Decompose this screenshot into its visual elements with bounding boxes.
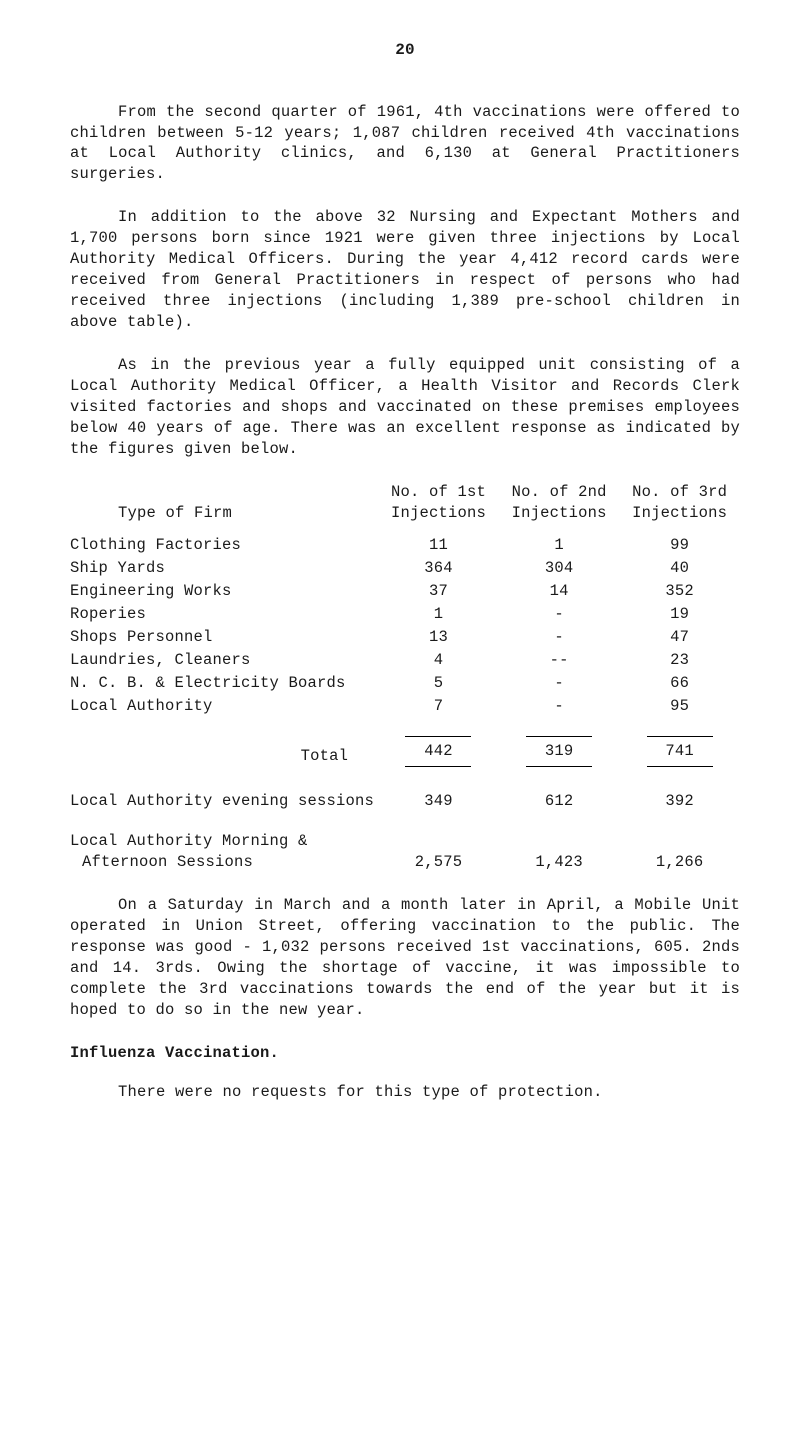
col-header-2: No. of 2ndInjections (499, 481, 620, 534)
cell-n3: 66 (619, 672, 740, 695)
cell-firm: Local Authority (70, 695, 378, 718)
cell-n2: - (499, 603, 620, 626)
cell-n1: 5 (378, 672, 499, 695)
evening-n3: 392 (619, 791, 740, 812)
table-row: Shops Personnel 13 - 47 (70, 626, 740, 649)
cell-n1: 13 (378, 626, 499, 649)
paragraph-2: In addition to the above 32 Nursing and … (70, 207, 740, 333)
total-n2: 319 (499, 730, 620, 773)
evening-n2: 612 (499, 791, 620, 812)
cell-n1: 37 (378, 580, 499, 603)
cell-n1: 7 (378, 695, 499, 718)
total-n3: 741 (619, 730, 740, 773)
table-row: Clothing Factories 11 1 99 (70, 534, 740, 557)
cell-n2: - (499, 626, 620, 649)
morning-sessions-row: Local Authority Morning & Afternoon Sess… (70, 831, 740, 873)
table-row: Local Authority 7 - 95 (70, 695, 740, 718)
total-label: Total (70, 730, 378, 773)
cell-n1: 11 (378, 534, 499, 557)
cell-n2: - (499, 672, 620, 695)
cell-firm: Laundries, Cleaners (70, 649, 378, 672)
cell-firm: Engineering Works (70, 580, 378, 603)
evening-sessions-row: Local Authority evening sessions 349 612… (70, 791, 740, 812)
table-row: Roperies 1 - 19 (70, 603, 740, 626)
cell-n1: 4 (378, 649, 499, 672)
paragraph-3: As in the previous year a fully equipped… (70, 355, 740, 460)
cell-n2: -- (499, 649, 620, 672)
table-header-row: Type of Firm No. of 1stInjections No. of… (70, 481, 740, 534)
vaccination-table: Type of Firm No. of 1stInjections No. of… (70, 481, 740, 772)
table-row: Laundries, Cleaners 4 -- 23 (70, 649, 740, 672)
cell-firm: Shops Personnel (70, 626, 378, 649)
cell-n1: 364 (378, 557, 499, 580)
cell-n2: - (499, 695, 620, 718)
table-row: N. C. B. & Electricity Boards 5 - 66 (70, 672, 740, 695)
cell-firm: Clothing Factories (70, 534, 378, 557)
cell-n2: 1 (499, 534, 620, 557)
col-header-3: No. of 3rdInjections (619, 481, 740, 534)
morning-n2: 1,423 (499, 852, 620, 873)
morning-label-line2: Afternoon Sessions (70, 852, 378, 873)
morning-label-line1: Local Authority Morning & (70, 831, 740, 852)
cell-n3: 23 (619, 649, 740, 672)
morning-n3: 1,266 (619, 852, 740, 873)
table-row: Ship Yards 364 304 40 (70, 557, 740, 580)
cell-n2: 14 (499, 580, 620, 603)
cell-n3: 99 (619, 534, 740, 557)
total-n1: 442 (378, 730, 499, 773)
evening-n1: 349 (378, 791, 499, 812)
evening-label: Local Authority evening sessions (70, 791, 378, 812)
page-number: 20 (70, 40, 740, 62)
cell-n1: 1 (378, 603, 499, 626)
paragraph-4: On a Saturday in March and a month later… (70, 895, 740, 1021)
heading-influenza: Influenza Vaccination. (70, 1043, 740, 1064)
table-total-row: Total 442 319 741 (70, 730, 740, 773)
cell-n3: 47 (619, 626, 740, 649)
cell-firm: Ship Yards (70, 557, 378, 580)
morning-n1: 2,575 (378, 852, 499, 873)
table-row: Engineering Works 37 14 352 (70, 580, 740, 603)
cell-n3: 95 (619, 695, 740, 718)
cell-n3: 19 (619, 603, 740, 626)
cell-n2: 304 (499, 557, 620, 580)
cell-firm: N. C. B. & Electricity Boards (70, 672, 378, 695)
col-header-firm: Type of Firm (70, 481, 378, 534)
cell-firm: Roperies (70, 603, 378, 626)
cell-n3: 352 (619, 580, 740, 603)
col-header-1: No. of 1stInjections (378, 481, 499, 534)
document-page: 20 From the second quarter of 1961, 4th … (0, 0, 800, 1185)
cell-n3: 40 (619, 557, 740, 580)
paragraph-1: From the second quarter of 1961, 4th vac… (70, 102, 740, 186)
paragraph-5: There were no requests for this type of … (70, 1082, 740, 1103)
